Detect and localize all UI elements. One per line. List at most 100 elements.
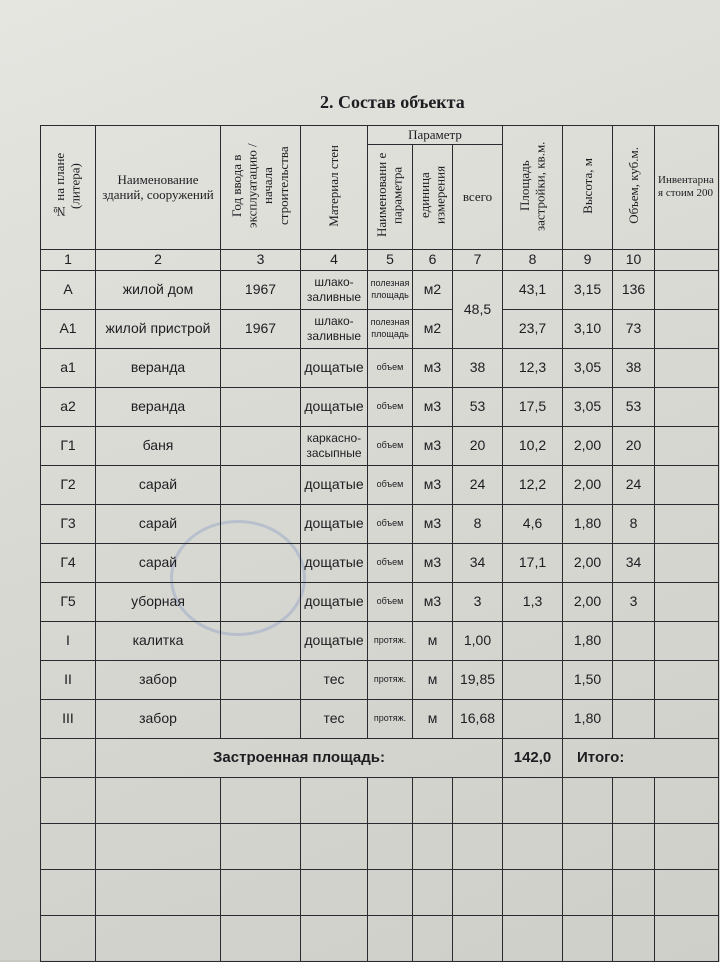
column-number: 4 [300,248,368,271]
cell-height: 3,05 [562,386,614,427]
empty-cell [220,822,301,870]
empty-cell [654,868,720,916]
cell-inventory-cost [654,542,720,583]
column-number: 1 [40,248,96,271]
empty-cell [367,776,413,824]
cell-total: 48,5 [451,269,504,349]
cell-total: 38 [451,347,504,388]
empty-cell [300,868,368,916]
cell-param: полезная площадь [367,308,413,349]
cell-vol [612,620,656,661]
cell-vol: 3 [612,581,656,622]
cell-lit: А [40,269,96,310]
empty-cell [562,914,614,962]
cell-inventory-cost [654,620,720,661]
column-number: 7 [451,248,504,271]
cell-param: протяж. [367,659,413,700]
cell-lit: А1 [40,308,96,349]
cell-unit: м3 [412,347,453,388]
cell-year [220,425,301,466]
cell-vol: 24 [612,464,656,505]
cell-lit: а2 [40,386,96,427]
table-row: Г2 сарай дощатые объем м3 24 12,2 2,00 24 [40,464,720,505]
table-row: Г1 баня каркасно-засыпные объем м3 20 10,2 2,00… [40,425,720,466]
table-row: А1 жилой пристрой 1967 шлако-заливные полезн… [40,308,720,349]
cell-name: калитка [95,620,221,661]
empty-cell [367,822,413,870]
header-unit: единица измерения [412,144,453,250]
column-number: 8 [502,248,564,271]
header-name: Наименование зданий, сооружений [95,125,221,250]
cell-height: 3,15 [562,269,614,310]
cell-mat: дощатые [300,620,368,661]
cell-year: 1967 [220,269,301,310]
cell-unit: м3 [412,503,453,544]
empty-cell [40,776,96,824]
section-title: 2. Состав объекта [320,92,465,112]
cell-lit: Г3 [40,503,96,544]
cell-vol: 34 [612,542,656,583]
cell-height: 3,10 [562,308,614,349]
cell-vol: 73 [612,308,656,349]
built-area-value: 142,0 [502,737,564,778]
empty-cell [95,776,221,824]
cell-inventory-cost [654,659,720,700]
cell-name: жилой пристрой [95,308,221,349]
cell-inventory-cost [654,347,720,388]
cell-blank [40,737,96,778]
cell-height: 1,50 [562,659,614,700]
empty-cell [367,868,413,916]
empty-cell [612,914,656,962]
cell-year [220,542,301,583]
cell-unit: м2 [412,269,453,310]
empty-cell [654,776,720,824]
cell-area [502,659,564,700]
cell-total: 53 [451,386,504,427]
cell-name: сарай [95,503,221,544]
cell-mat: тес [300,659,368,700]
table-row: III забор тес протяж. м 16,68 1,80 [40,698,720,739]
empty-cell [40,822,96,870]
column-number: 9 [562,248,614,271]
cell-mat: дощатые [300,503,368,544]
cell-year [220,581,301,622]
cell-year [220,464,301,505]
empty-row [40,868,720,916]
cell-name: веранда [95,347,221,388]
cell-vol: 136 [612,269,656,310]
empty-cell [502,776,564,824]
cell-name: забор [95,698,221,739]
header-year: Год ввода в эксплуатацию / начала строит… [220,125,301,250]
cell-param: полезная площадь [367,269,413,310]
cell-lit: Г4 [40,542,96,583]
cell-total: 8 [451,503,504,544]
cell-vol: 8 [612,503,656,544]
cell-year [220,347,301,388]
cell-inventory-cost [654,269,720,310]
empty-cell [95,868,221,916]
cell-param: объем [367,464,413,505]
cell-area: 4,6 [502,503,564,544]
cell-lit: I [40,620,96,661]
cell-unit: м [412,659,453,700]
cell-area: 12,3 [502,347,564,388]
cell-mat: дощатые [300,347,368,388]
empty-row [40,822,720,870]
empty-cell [40,914,96,962]
empty-cell [412,822,453,870]
empty-cell [220,776,301,824]
cell-year [220,698,301,739]
cell-name: забор [95,659,221,700]
header-volume: Объем, куб.м. [612,125,656,250]
cell-vol: 38 [612,347,656,388]
cell-unit: м3 [412,425,453,466]
empty-cell [220,914,301,962]
cell-total: 20 [451,425,504,466]
column-number-blank [654,248,720,271]
cell-height: 1,80 [562,698,614,739]
cell-unit: м3 [412,542,453,583]
column-number: 5 [367,248,413,271]
empty-cell [654,914,720,962]
cell-unit: м3 [412,464,453,505]
